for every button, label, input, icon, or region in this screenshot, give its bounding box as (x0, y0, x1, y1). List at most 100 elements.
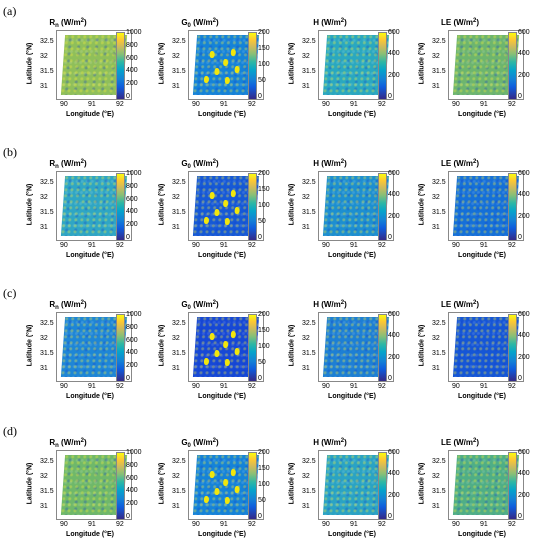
panel-title: LE (W/m2) (414, 300, 506, 311)
title-sup: 2 (473, 300, 477, 306)
panel-title: LE (W/m2) (414, 18, 506, 29)
y-tick-label: 31 (302, 83, 310, 90)
colorbar-tick-label: 200 (126, 80, 138, 88)
x-tick-label: 92 (116, 383, 124, 390)
colorbar-tick-label: 400 (126, 67, 138, 75)
colorbar-tick-label: 600 (388, 311, 400, 318)
x-tick-label: 91 (220, 521, 228, 528)
colorbar-tick-label: 600 (518, 170, 530, 177)
x-tick-label: 91 (350, 383, 358, 390)
y-axis-label: Latitude (°N) (418, 183, 426, 226)
x-tick-label: 90 (452, 383, 460, 390)
colorbar-tick-label: 50 (258, 497, 266, 504)
lake-patch (209, 471, 215, 479)
lake-patch (209, 333, 215, 341)
y-axis-label: Latitude (°N) (288, 324, 296, 367)
title-sup: 2 (212, 300, 217, 306)
colorbar-tick-label: 0 (388, 513, 392, 520)
x-tick-label: 92 (116, 101, 124, 108)
y-axis-label: Latitude (°N) (288, 183, 296, 226)
colorbar-tick-label: 400 (388, 50, 400, 58)
x-tick-label: 92 (508, 101, 516, 108)
x-tick-label: 90 (60, 242, 68, 249)
x-axis-label: Longitude (°E) (198, 111, 246, 118)
y-axis-label: Latitude (°N) (288, 42, 296, 85)
x-tick-label: 90 (322, 242, 330, 249)
lake-patch (222, 341, 229, 349)
colorbar-tick-label: 200 (258, 29, 270, 36)
title-main: H (313, 18, 319, 27)
panel-title: H (W/m2) (284, 18, 376, 29)
colorbar-tick-label: 0 (126, 234, 130, 241)
colorbar-tick-label: 200 (126, 362, 138, 370)
title-sup: 2 (212, 18, 217, 24)
y-tick-label: 32.5 (172, 179, 186, 186)
y-tick-label: 32.5 (40, 179, 54, 186)
colorbar-tick-label: 0 (388, 375, 392, 382)
colorbar-tick-label: 200 (258, 170, 270, 177)
y-tick-label: 32 (172, 194, 180, 201)
y-tick-label: 31.5 (432, 68, 446, 75)
colorbar-tick-label: 400 (388, 470, 400, 478)
colorbar-tick-label: 200 (258, 449, 270, 456)
x-tick-label: 91 (480, 101, 488, 108)
title-unit: (W/m (451, 438, 473, 447)
colorbar-tick-label: 100 (258, 481, 270, 488)
y-axis-label: Latitude (°N) (158, 462, 166, 505)
title-unit: (W/m (318, 18, 341, 27)
colorbar-tick-label: 150 (258, 186, 270, 193)
title-main: G (181, 159, 188, 168)
y-tick-label: 31.5 (432, 209, 446, 216)
title-unit: (W/m (58, 18, 81, 27)
y-tick-label: 31 (172, 365, 180, 372)
colorbar-tick-label: 600 (388, 29, 400, 36)
title-main: G (181, 18, 188, 27)
title-main: R (49, 300, 56, 309)
colorbar (378, 314, 387, 382)
y-tick-label: 32.5 (40, 458, 54, 465)
lake-patch (222, 479, 229, 487)
lake-patch (234, 207, 241, 215)
lake-patch (224, 77, 230, 85)
title-sup: 2 (473, 159, 477, 165)
x-tick-label: 91 (88, 521, 96, 528)
y-tick-label: 32.5 (432, 458, 446, 465)
x-tick-label: 92 (248, 521, 256, 528)
colorbar-tick-label: 0 (126, 375, 130, 382)
map-panel: H (W/m2) 32.5 32 31.5 31 Latitude (°N) 90 91 92 L… (280, 2, 404, 132)
lake-patch (230, 48, 236, 56)
x-tick-label: 92 (248, 101, 256, 108)
colorbar-tick-label: 400 (126, 208, 138, 216)
y-tick-label: 32.5 (302, 458, 316, 465)
title-close: ) (476, 300, 480, 309)
x-axis-label: Longitude (°E) (198, 252, 246, 259)
title-main: LE (440, 300, 452, 309)
colorbar (508, 314, 517, 382)
colorbar-tick-label: 0 (518, 234, 522, 241)
x-tick-label: 92 (378, 521, 386, 528)
map-panel: LE (W/m2) 32.5 32 31.5 31 Latitude (°N) 90 91 92… (410, 284, 534, 414)
title-sup: 2 (340, 159, 345, 165)
y-tick-label: 31 (302, 224, 310, 231)
title-main: LE (440, 18, 452, 27)
colorbar-tick-label: 100 (258, 343, 270, 350)
title-unit: (W/m (58, 438, 81, 447)
x-axis-label: Longitude (°E) (328, 111, 376, 118)
colorbar-tick-label: 1000 (126, 29, 142, 36)
y-axis-label: Latitude (°N) (26, 462, 34, 505)
y-tick-label: 32 (40, 473, 48, 480)
x-tick-label: 92 (116, 242, 124, 249)
title-sub: n (55, 23, 59, 29)
x-tick-label: 92 (508, 242, 516, 249)
x-tick-label: 90 (452, 521, 460, 528)
y-tick-label: 31 (40, 503, 48, 510)
x-tick-label: 91 (220, 101, 228, 108)
lake-patch (234, 486, 241, 494)
panel-title: Rn (W/m2) (22, 159, 114, 170)
colorbar-tick-label: 200 (518, 212, 530, 220)
colorbar-tick-label: 50 (258, 77, 266, 84)
title-sup: 2 (340, 300, 345, 306)
colorbar-tick-label: 150 (258, 45, 270, 52)
title-unit: (W/m (190, 18, 213, 27)
colorbar (116, 314, 125, 382)
